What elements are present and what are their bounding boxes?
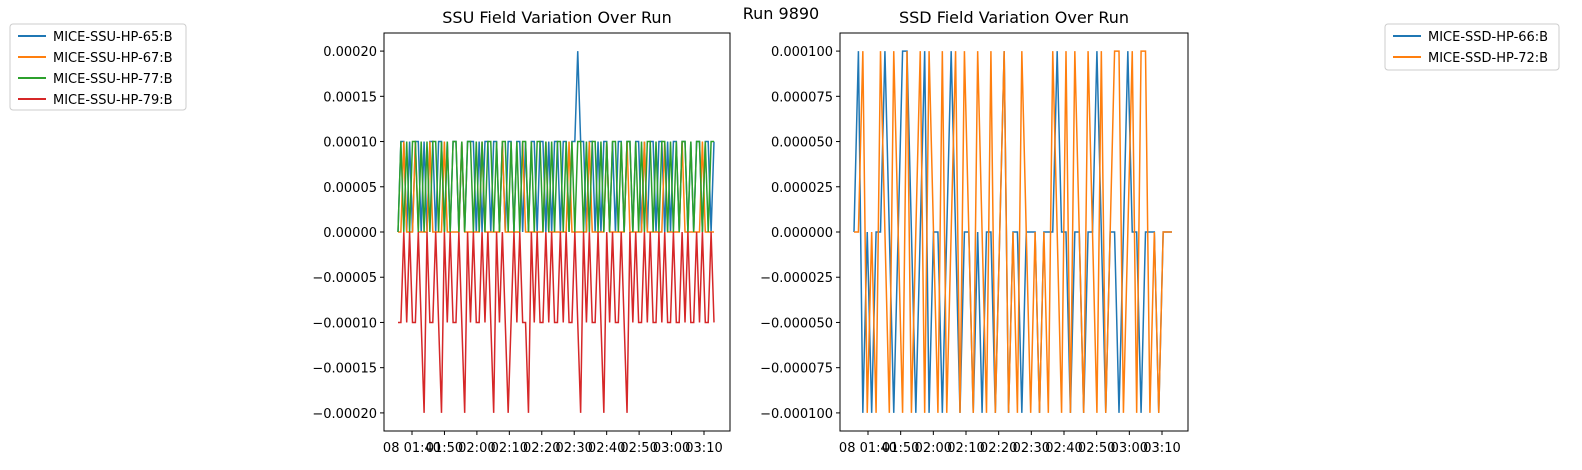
x-tick-label: 02:40 bbox=[588, 441, 625, 456]
x-tick-label: 02:30 bbox=[1013, 441, 1050, 456]
y-tick-label: 0.000025 bbox=[771, 181, 833, 196]
y-tick-label: 0.00000 bbox=[323, 226, 377, 241]
y-tick-label: 0.00015 bbox=[323, 90, 377, 105]
chart-title: SSD Field Variation Over Run bbox=[899, 8, 1129, 27]
charts: SSU Field Variation Over Run 0.00020 0.000… bbox=[9, 8, 1560, 456]
x-tick-label: 03:00 bbox=[653, 441, 690, 456]
x-tick-label: 02:20 bbox=[523, 441, 560, 456]
legend: MICE-SSU-HP-65:B MICE-SSU-HP-67:B MICE-SSU… bbox=[9, 23, 187, 111]
figure-suptitle: Run 9890 bbox=[743, 4, 819, 23]
chart-2: SSD Field Variation Over Run 0.000100 0.00… bbox=[760, 8, 1560, 456]
x-tick-label: 02:10 bbox=[491, 441, 528, 456]
series-line-MICE-SSD-HP-72:B bbox=[854, 50, 1172, 413]
y-tick-label: 0.00005 bbox=[323, 181, 377, 196]
y-tick-label: −0.000075 bbox=[760, 362, 833, 377]
x-tick-label: 03:10 bbox=[685, 441, 722, 456]
legend-label: MICE-SSU-HP-65:B bbox=[53, 30, 173, 45]
y-tick-label: 0.000075 bbox=[771, 90, 833, 105]
y-tick-label: −0.00015 bbox=[312, 362, 377, 377]
x-tick-label: 03:00 bbox=[1111, 441, 1148, 456]
legend-label: MICE-SSU-HP-67:B bbox=[53, 51, 173, 66]
x-tick-label: 02:10 bbox=[947, 441, 984, 456]
y-tick-label: −0.00010 bbox=[312, 316, 377, 331]
y-tick-label: 0.00020 bbox=[323, 45, 377, 60]
y-tick-label: −0.00020 bbox=[312, 407, 377, 422]
x-tick-label: 02:20 bbox=[980, 441, 1017, 456]
x-tick-label: 02:50 bbox=[1078, 441, 1115, 456]
x-tick-label: 02:30 bbox=[555, 441, 592, 456]
y-tick-label: 0.000000 bbox=[771, 226, 833, 241]
chart-title: SSU Field Variation Over Run bbox=[442, 8, 671, 27]
x-tick-label: 01:50 bbox=[882, 441, 919, 456]
chart-1: SSU Field Variation Over Run 0.00020 0.000… bbox=[9, 8, 731, 456]
y-tick-label: 0.00010 bbox=[323, 136, 377, 151]
legend: MICE-SSD-HP-66:B MICE-SSD-HP-72:B bbox=[1384, 23, 1560, 71]
y-tick-label: −0.000025 bbox=[760, 271, 833, 286]
legend-label: MICE-SSU-HP-77:B bbox=[53, 72, 173, 87]
y-tick-label: 0.000100 bbox=[771, 45, 833, 60]
x-tick-label: 02:50 bbox=[620, 441, 657, 456]
series-line-MICE-SSU-HP-79:B bbox=[398, 231, 715, 413]
x-tick-label: 08 01:40 bbox=[383, 441, 441, 456]
legend-box bbox=[1384, 23, 1560, 71]
y-tick-label: −0.000050 bbox=[760, 316, 833, 331]
series-line-MICE-SSU-HP-77:B bbox=[397, 140, 714, 233]
x-tick-label: 02:00 bbox=[458, 441, 495, 456]
x-tick-label: 02:00 bbox=[915, 441, 952, 456]
legend-label: MICE-SSD-HP-72:B bbox=[1428, 51, 1548, 66]
y-tick-label: −0.00005 bbox=[312, 271, 377, 286]
y-tick-label: −0.000100 bbox=[760, 407, 833, 422]
x-tick-label: 08 01:40 bbox=[839, 441, 897, 456]
x-tick-label: 03:10 bbox=[1143, 441, 1180, 456]
x-tick-label: 01:50 bbox=[426, 441, 463, 456]
legend-label: MICE-SSU-HP-79:B bbox=[53, 93, 173, 108]
legend-box bbox=[9, 23, 187, 111]
y-tick-label: 0.000050 bbox=[771, 136, 833, 151]
legend-label: MICE-SSD-HP-66:B bbox=[1428, 30, 1548, 45]
x-tick-label: 02:40 bbox=[1045, 441, 1082, 456]
